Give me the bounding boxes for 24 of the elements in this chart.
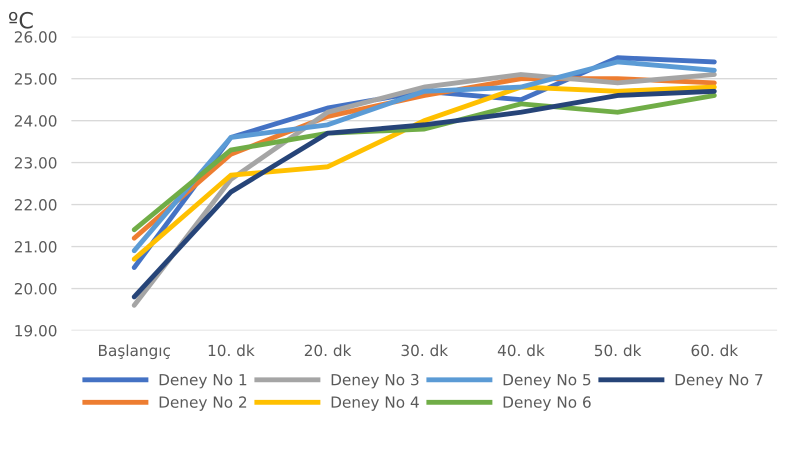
y-tick-label: 25.00 [14, 73, 56, 85]
y-tick-label: 23.00 [14, 157, 56, 169]
legend-label: Deney No 2 [160, 396, 246, 411]
legend-label: Deney No 6 [504, 396, 591, 411]
legend-label: Deney No 1 [160, 374, 246, 388]
legend-label: Deney No 7 [676, 374, 762, 388]
y-tick-label: 22.00 [14, 199, 56, 211]
x-tick-label: 30. dk [402, 344, 448, 356]
y-tick-label: 19.00 [15, 324, 56, 336]
x-tick-label: 50. dk [594, 344, 642, 356]
y-tick-label: 21.00 [14, 241, 56, 253]
x-tick-label: 20. dk [304, 344, 352, 356]
legend-label: Deney No 4 [332, 396, 419, 411]
legend-label: Deney No 5 [504, 374, 590, 388]
y-tick-label: 20.00 [14, 282, 56, 295]
y-tick-label: 24.00 [14, 115, 56, 127]
x-tick-label: 40. dk [498, 344, 545, 356]
legend-label: Deney No 3 [332, 374, 418, 388]
x-tick-label: 10. dk [208, 344, 255, 356]
line-series [132, 84, 717, 262]
x-tick-label: 60. dk [692, 344, 738, 356]
y-tick-label: 26.00 [14, 31, 56, 43]
x-tick-label: Başlangıç [98, 344, 170, 360]
y-axis-title: ºC [8, 12, 33, 29]
